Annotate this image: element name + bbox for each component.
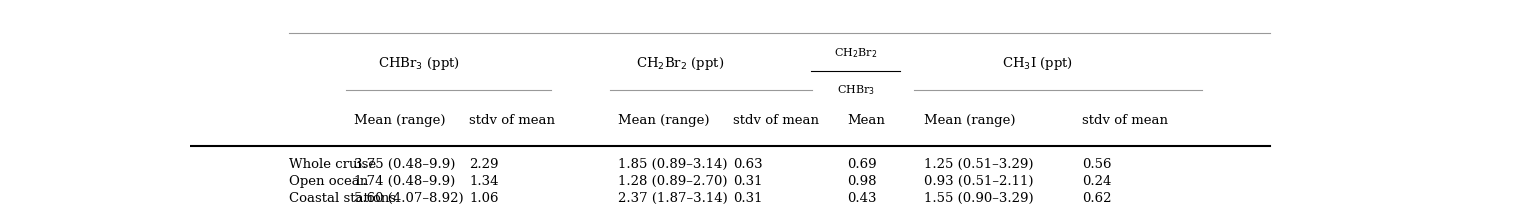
Text: stdv of mean: stdv of mean bbox=[1082, 114, 1169, 127]
Text: stdv of mean: stdv of mean bbox=[734, 114, 820, 127]
Text: 3.75 (0.48–9.9): 3.75 (0.48–9.9) bbox=[353, 158, 455, 171]
Text: 1.55 (0.90–3.29): 1.55 (0.90–3.29) bbox=[923, 192, 1034, 205]
Text: 0.24: 0.24 bbox=[1082, 175, 1111, 188]
Text: CH$_3$I (ppt): CH$_3$I (ppt) bbox=[1002, 54, 1073, 72]
Text: Mean (range): Mean (range) bbox=[353, 114, 446, 127]
Text: 0.43: 0.43 bbox=[847, 192, 876, 205]
Text: CH$_2$Br$_2$ (ppt): CH$_2$Br$_2$ (ppt) bbox=[637, 54, 725, 72]
Text: Mean (range): Mean (range) bbox=[923, 114, 1016, 127]
Text: 0.98: 0.98 bbox=[847, 175, 876, 188]
Text: 2.29: 2.29 bbox=[468, 158, 499, 171]
Text: CHBr$_3$: CHBr$_3$ bbox=[837, 83, 875, 97]
Text: 1.74 (0.48–9.9): 1.74 (0.48–9.9) bbox=[353, 175, 455, 188]
Text: CH$_2$Br$_2$: CH$_2$Br$_2$ bbox=[834, 46, 878, 60]
Text: CHBr$_3$ (ppt): CHBr$_3$ (ppt) bbox=[377, 54, 459, 72]
Text: 0.69: 0.69 bbox=[847, 158, 878, 171]
Text: 1.28 (0.89–2.70): 1.28 (0.89–2.70) bbox=[619, 175, 728, 188]
Text: 0.31: 0.31 bbox=[734, 175, 763, 188]
Text: 5.60 (4.07–8.92): 5.60 (4.07–8.92) bbox=[353, 192, 464, 205]
Text: stdv of mean: stdv of mean bbox=[468, 114, 555, 127]
Text: 2.37 (1.87–3.14): 2.37 (1.87–3.14) bbox=[619, 192, 728, 205]
Text: 0.31: 0.31 bbox=[734, 192, 763, 205]
Text: Open ocean: Open ocean bbox=[290, 175, 368, 188]
Text: Coastal stations: Coastal stations bbox=[290, 192, 396, 205]
Text: 0.63: 0.63 bbox=[734, 158, 763, 171]
Text: Mean: Mean bbox=[847, 114, 885, 127]
Text: 1.25 (0.51–3.29): 1.25 (0.51–3.29) bbox=[923, 158, 1034, 171]
Text: Mean (range): Mean (range) bbox=[619, 114, 709, 127]
Text: Whole cruise: Whole cruise bbox=[290, 158, 376, 171]
Text: 1.06: 1.06 bbox=[468, 192, 499, 205]
Text: 0.56: 0.56 bbox=[1082, 158, 1111, 171]
Text: 0.62: 0.62 bbox=[1082, 192, 1111, 205]
Text: 0.93 (0.51–2.11): 0.93 (0.51–2.11) bbox=[923, 175, 1034, 188]
Text: 1.34: 1.34 bbox=[468, 175, 499, 188]
Text: 1.85 (0.89–3.14): 1.85 (0.89–3.14) bbox=[619, 158, 728, 171]
